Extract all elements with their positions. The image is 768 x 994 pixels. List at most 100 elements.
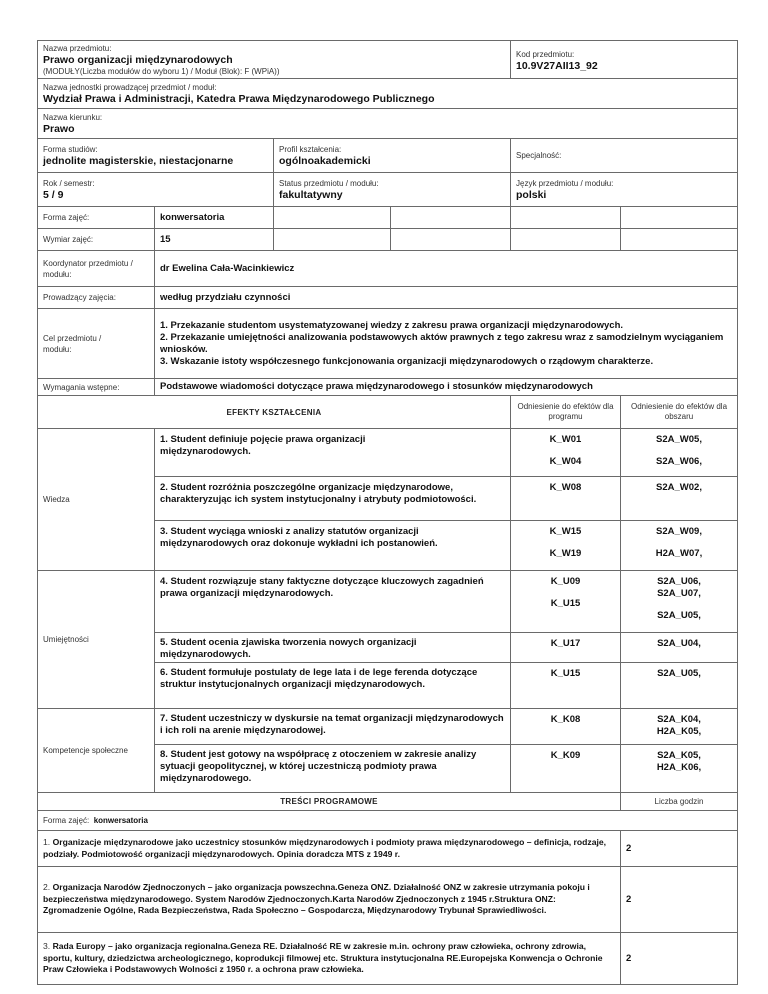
coordinator-value: dr Ewelina Cała-Wacinkiewicz: [160, 262, 295, 274]
empty-cell: [510, 228, 621, 251]
outcome-text: 3. Student wyciąga wnioski z analizy sta…: [154, 520, 511, 571]
outcome-area-ref: S2A_K04, H2A_K05,: [620, 708, 738, 745]
outcome-text: 1. Student definiuje pojęcie prawa organ…: [154, 428, 511, 477]
coordinator-label-cell: Koordynator przedmiotu / modułu:: [37, 250, 155, 287]
requirements-value-cell: Podstawowe wiadomości dotyczące prawa mi…: [154, 378, 738, 396]
goal-value-cell: 1. Przekazanie studentom usystematyzowan…: [154, 308, 738, 379]
category-competences: Kompetencje społeczne: [37, 708, 155, 793]
hours-label-cell: Wymiar zajęć:: [37, 228, 155, 251]
unit-label: Nazwa jednostki prowadzącej przedmiot / …: [43, 83, 217, 92]
empty-cell: [510, 206, 621, 229]
goal-line-2: 2. Przekazanie umiejętności analizowania…: [160, 331, 724, 355]
outcome-program-ref: K_K08: [510, 708, 621, 745]
category-skills: Umiejętności: [37, 570, 155, 709]
goal-label-cell: Cel przedmiotu / modułu:: [37, 308, 155, 379]
status-cell: Status przedmiotu / modułu: fakultatywny: [273, 172, 511, 207]
outcome-area-ref: S2A_W02,: [620, 476, 738, 521]
program-form-label: Forma zajęć:: [43, 815, 90, 825]
program-item-hours: 2: [620, 932, 738, 985]
outcomes-title: EFEKTY KSZTAŁCENIA: [226, 407, 322, 417]
empty-cell: [620, 228, 738, 251]
specialty-label: Specjalność:: [516, 151, 562, 160]
teacher-label: Prowadzący zajęcia:: [43, 293, 116, 302]
hours-value-cell: 15: [154, 228, 274, 251]
specialty-cell: Specjalność:: [510, 138, 738, 173]
profile-cell: Profil kształcenia: ogólnoakademicki: [273, 138, 511, 173]
program-form-cell: Forma zajęć: konwersatoria: [37, 810, 738, 831]
outcome-program-ref: K_K09: [510, 744, 621, 793]
program-form-value: konwersatoria: [93, 815, 148, 825]
field-cell: Nazwa kierunku: Prawo: [37, 108, 738, 139]
hours-label: Wymiar zajęć:: [43, 235, 94, 244]
teacher-value-cell: według przydziału czynności: [154, 286, 738, 309]
class-form-label-cell: Forma zajęć:: [37, 206, 155, 229]
outcome-program-ref: K_W08: [510, 476, 621, 521]
class-form-value: konwersatoria: [160, 211, 225, 223]
category-skills-label: Umiejętności: [43, 635, 89, 644]
field-value: Prawo: [43, 123, 75, 135]
year-cell: Rok / semestr: 5 / 9: [37, 172, 274, 207]
empty-cell: [620, 206, 738, 229]
program-item-hours: 2: [620, 866, 738, 933]
language-label: Język przedmiotu / modułu:: [516, 179, 614, 188]
program-hours-header: Liczba godzin: [654, 796, 704, 806]
class-form-label: Forma zajęć:: [43, 213, 90, 222]
course-code-label: Kod przedmiotu:: [516, 50, 575, 59]
category-knowledge-label: Wiedza: [43, 495, 70, 504]
program-ref-header: Odniesienie do efektów dla programu: [517, 402, 614, 421]
study-form-cell: Forma studiów: jednolite magisterskie, n…: [37, 138, 274, 173]
course-name-value: Prawo organizacji międzynarodowych: [43, 54, 233, 66]
course-name-label: Nazwa przedmiotu:: [43, 44, 112, 53]
year-value: 5 / 9: [43, 189, 64, 201]
area-ref-header-cell: Odniesienie do efektów dla obszaru: [620, 395, 738, 429]
outcome-text: 8. Student jest gotowy na współpracę z o…: [154, 744, 511, 793]
outcome-program-ref: K_U15: [510, 662, 621, 709]
outcome-area-ref: S2A_U05,: [620, 662, 738, 709]
teacher-label-cell: Prowadzący zajęcia:: [37, 286, 155, 309]
program-item-hours: 2: [620, 830, 738, 867]
program-ref-header-cell: Odniesienie do efektów dla programu: [510, 395, 621, 429]
profile-value: ogólnoakademicki: [279, 155, 371, 167]
outcome-program-ref: K_U17: [510, 632, 621, 663]
program-title-cell: TREŚCI PROGRAMOWE: [37, 792, 621, 811]
program-item: 3. Rada Europy – jako organizacja region…: [37, 932, 621, 985]
field-label: Nazwa kierunku:: [43, 113, 103, 122]
empty-cell: [390, 228, 511, 251]
outcome-text: 4. Student rozwiązuje stany faktyczne do…: [154, 570, 511, 633]
outcome-area-ref: S2A_W05, S2A_W06,: [620, 428, 738, 477]
teacher-value: według przydziału czynności: [160, 291, 291, 303]
outcome-program-ref: K_W01 K_W04: [510, 428, 621, 477]
requirements-value: Podstawowe wiadomości dotyczące prawa mi…: [160, 381, 593, 392]
course-code-cell: Kod przedmiotu: 10.9V27AII13_92: [510, 40, 738, 79]
course-name-cell: Nazwa przedmiotu: Prawo organizacji międ…: [37, 40, 511, 79]
year-label: Rok / semestr:: [43, 179, 95, 188]
outcomes-title-cell: EFEKTY KSZTAŁCENIA: [37, 395, 511, 429]
goal-label: Cel przedmiotu / modułu:: [43, 333, 102, 354]
outcome-area-ref: S2A_U06, S2A_U07, S2A_U05,: [620, 570, 738, 633]
category-competences-label: Kompetencje społeczne: [43, 746, 128, 755]
profile-label: Profil kształcenia:: [279, 145, 342, 154]
outcome-text: 5. Student ocenia zjawiska tworzenia now…: [154, 632, 511, 663]
requirements-label-cell: Wymagania wstępne:: [37, 378, 155, 396]
course-name-sub: (MODUŁY(Liczba modułów do wyboru 1) / Mo…: [43, 67, 280, 76]
program-title: TREŚCI PROGRAMOWE: [280, 797, 378, 806]
outcome-program-ref: K_W15 K_W19: [510, 520, 621, 571]
outcome-area-ref: S2A_W09, H2A_W07,: [620, 520, 738, 571]
empty-cell: [273, 206, 391, 229]
outcome-area-ref: S2A_K05, H2A_K06,: [620, 744, 738, 793]
outcome-program-ref: K_U09 K_U15: [510, 570, 621, 633]
study-form-value: jednolite magisterskie, niestacjonarne: [43, 155, 234, 167]
outcome-text: 6. Student formułuje postulaty de lege l…: [154, 662, 511, 709]
category-knowledge: Wiedza: [37, 428, 155, 571]
goal-line-1: 1. Przekazanie studentom usystematyzowan…: [160, 319, 624, 331]
unit-cell: Nazwa jednostki prowadzącej przedmiot / …: [37, 78, 738, 109]
coordinator-label: Koordynator przedmiotu / modułu:: [43, 258, 133, 279]
outcome-area-ref: S2A_U04,: [620, 632, 738, 663]
empty-cell: [273, 228, 391, 251]
course-code-value: 10.9V27AII13_92: [516, 60, 598, 72]
program-item: 2. Organizacja Narodów Zjednoczonych – j…: [37, 866, 621, 933]
program-hours-header-cell: Liczba godzin: [620, 792, 738, 811]
coordinator-value-cell: dr Ewelina Cała-Wacinkiewicz: [154, 250, 738, 287]
requirements-label: Wymagania wstępne:: [43, 382, 120, 392]
goal-line-3: 3. Wskazanie istoty współczesnego funkcj…: [160, 355, 654, 367]
